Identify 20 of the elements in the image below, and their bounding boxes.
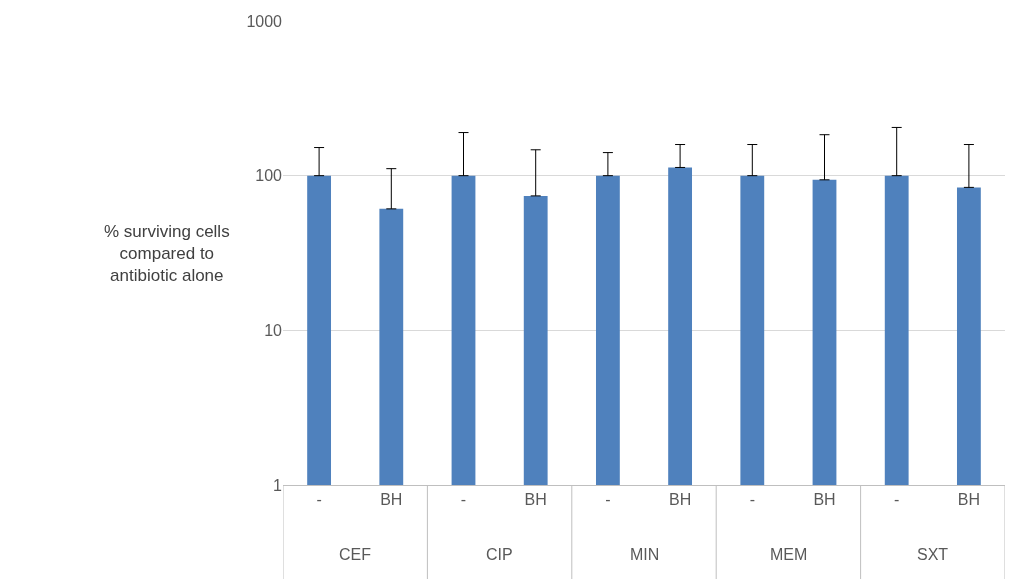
y-tick-label: 1000 [246, 12, 283, 30]
text: MIN [630, 546, 660, 563]
text: CIP [486, 546, 513, 563]
y-tick-label: 1 [273, 476, 283, 494]
y-tick-label: 10 [264, 321, 283, 339]
x-tick-label: - [894, 491, 900, 509]
x-tick-label: BH [813, 491, 836, 509]
x-tick-label: BH [957, 491, 981, 509]
text: SXT [917, 546, 949, 563]
x-tick-label: - [749, 491, 755, 509]
text: CEF [339, 546, 372, 563]
x-tick-label: BH [668, 491, 692, 509]
x-tick-label: BH [524, 491, 547, 509]
y-axis-title: % surviving cells compared to antibiotic alone [104, 222, 230, 286]
x-tick-label: - [316, 491, 322, 509]
y-tick-label: 100 [255, 167, 283, 185]
text: MEM [770, 546, 808, 563]
x-tick-label: - [460, 491, 467, 509]
x-tick-label: - [605, 491, 611, 509]
x-tick-label: BH [380, 491, 403, 509]
